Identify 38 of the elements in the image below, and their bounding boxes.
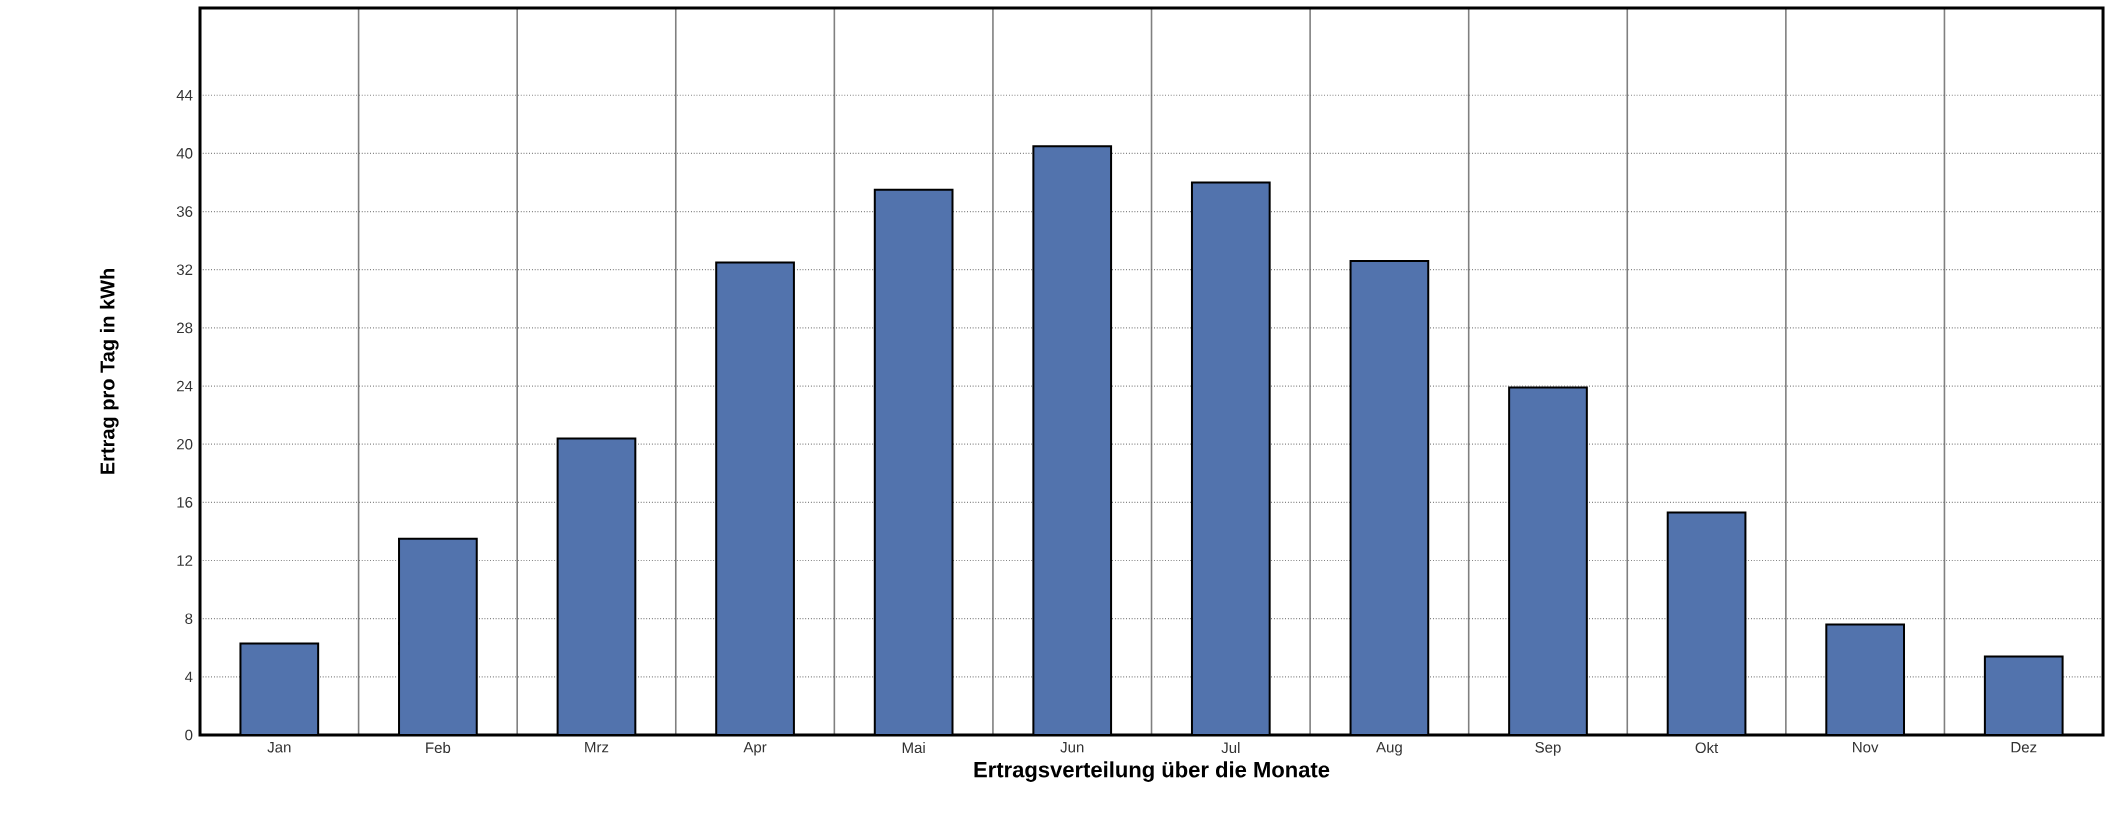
- x-tick-label: Nov: [1853, 742, 1879, 753]
- y-tick-label: 12: [177, 555, 193, 566]
- x-tick-label: Jul: [1221, 742, 1240, 754]
- x-tick-label: Feb: [426, 742, 451, 754]
- bar: [556, 437, 637, 735]
- bar: [1983, 655, 2064, 735]
- bar: [1032, 145, 1113, 735]
- bar: [1825, 623, 1906, 735]
- x-tick-label: Jun: [1060, 742, 1084, 753]
- x-axis-title: Ertragsverteilung über die Monate: [974, 761, 1330, 782]
- bar: [873, 188, 954, 735]
- bar: [1508, 386, 1588, 735]
- x-tick-label: Okt: [1695, 742, 1719, 754]
- y-tick-label: 28: [177, 322, 193, 334]
- x-tick-label: Dez: [2011, 742, 2037, 753]
- bar: [1666, 511, 1747, 735]
- y-tick-label: 4: [184, 671, 193, 682]
- x-tick-label: Apr: [743, 742, 767, 756]
- y-tick-label: 16: [177, 497, 193, 508]
- x-tick-label: Jan: [267, 742, 291, 753]
- bar: [1349, 259, 1430, 735]
- bar: [1190, 181, 1271, 735]
- y-axis-title: Ertrag pro Tag in kWh: [99, 269, 119, 474]
- bar: [239, 642, 320, 735]
- y-tick-label: 44: [176, 90, 193, 101]
- y-tick-label: 36: [176, 206, 193, 217]
- x-tick-label: Mai: [902, 742, 925, 754]
- y-tick-label: 0: [185, 729, 193, 741]
- y-tick-label: 24: [177, 380, 193, 392]
- bar: [398, 537, 478, 735]
- x-tick-label: Sep: [1535, 742, 1561, 756]
- bar: [715, 261, 795, 735]
- y-tick-label: 20: [177, 438, 193, 450]
- y-tick-label: 40: [176, 148, 193, 159]
- x-tick-label: Aug: [1376, 742, 1402, 756]
- y-tick-label: 32: [176, 264, 193, 276]
- y-tick-label: 8: [185, 613, 193, 624]
- x-tick-label: Mrz: [585, 742, 609, 753]
